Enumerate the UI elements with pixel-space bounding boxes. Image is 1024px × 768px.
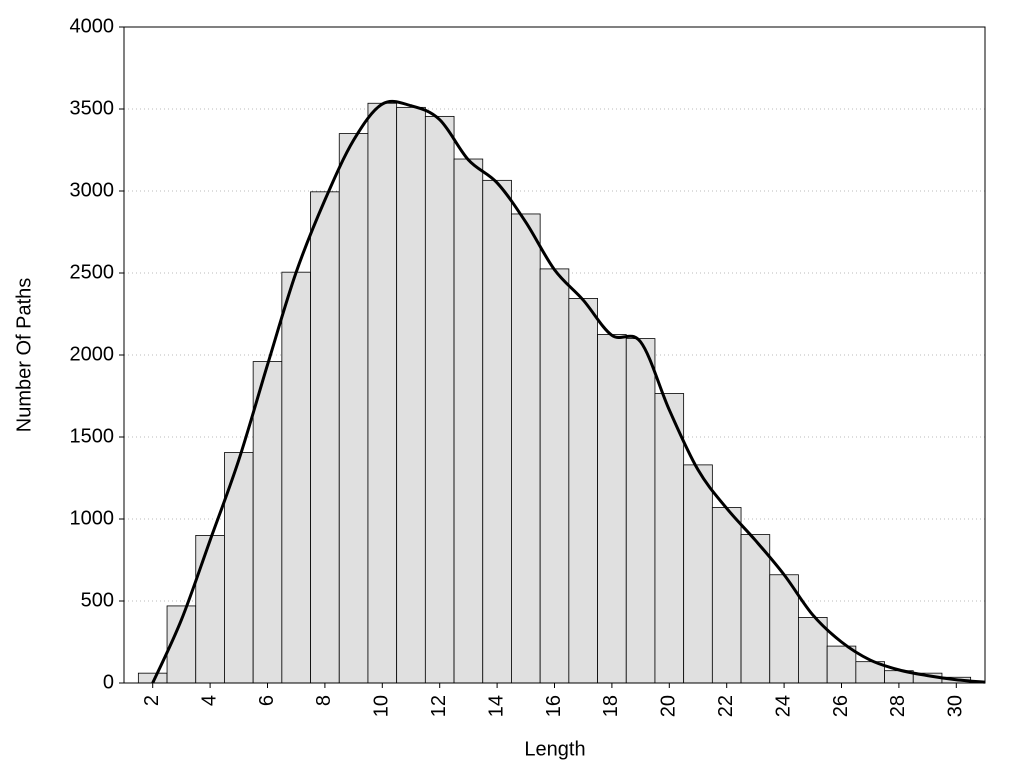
x-tick-label: 24 xyxy=(772,695,794,717)
bar xyxy=(252,361,283,684)
x-tick-label: 26 xyxy=(830,695,852,717)
x-axis-label: Length xyxy=(524,738,585,760)
bar xyxy=(597,334,627,684)
y-tick-label: 2000 xyxy=(70,343,115,365)
bar xyxy=(683,464,713,684)
bar xyxy=(740,534,771,684)
x-tick-label: 2 xyxy=(141,695,163,706)
bar xyxy=(367,102,398,684)
y-axis-label: Number Of Paths xyxy=(13,278,35,433)
x-tick-label: 18 xyxy=(600,695,622,717)
bar xyxy=(338,133,369,684)
x-tick-label: 28 xyxy=(887,695,909,717)
bar xyxy=(453,158,484,684)
y-tick-label: 500 xyxy=(81,589,114,611)
x-tick-label: 6 xyxy=(256,695,278,706)
y-tick-label: 1000 xyxy=(70,507,115,529)
bar xyxy=(281,271,311,684)
x-tick-label: 22 xyxy=(715,695,737,717)
bar xyxy=(424,115,455,684)
y-tick-label: 4000 xyxy=(70,15,115,37)
y-tick-label: 3000 xyxy=(70,179,115,201)
y-tick-label: 2500 xyxy=(70,261,115,283)
y-tick-label: 3500 xyxy=(70,97,115,119)
bar xyxy=(625,338,656,684)
bar xyxy=(310,191,340,684)
x-tick-label: 30 xyxy=(945,695,967,717)
bar xyxy=(195,535,225,684)
bar xyxy=(654,393,685,684)
x-tick-label: 10 xyxy=(371,695,393,717)
bar xyxy=(798,617,828,684)
density-line xyxy=(151,99,986,684)
bar xyxy=(711,507,742,684)
bar xyxy=(539,268,570,684)
x-tick-label: 14 xyxy=(485,695,507,717)
y-tick-label: 1500 xyxy=(70,425,115,447)
bar xyxy=(482,179,512,684)
bar xyxy=(568,298,598,684)
plot-frame xyxy=(123,26,986,684)
x-tick-label: 8 xyxy=(313,695,335,706)
x-tick-label: 4 xyxy=(198,695,220,706)
bar xyxy=(511,213,541,684)
bar xyxy=(396,106,426,684)
bar xyxy=(826,645,857,684)
x-tick-label: 12 xyxy=(428,695,450,717)
y-tick-label: 0 xyxy=(103,671,114,693)
x-tick-label: 20 xyxy=(658,695,680,717)
x-tick-label: 16 xyxy=(543,695,565,717)
